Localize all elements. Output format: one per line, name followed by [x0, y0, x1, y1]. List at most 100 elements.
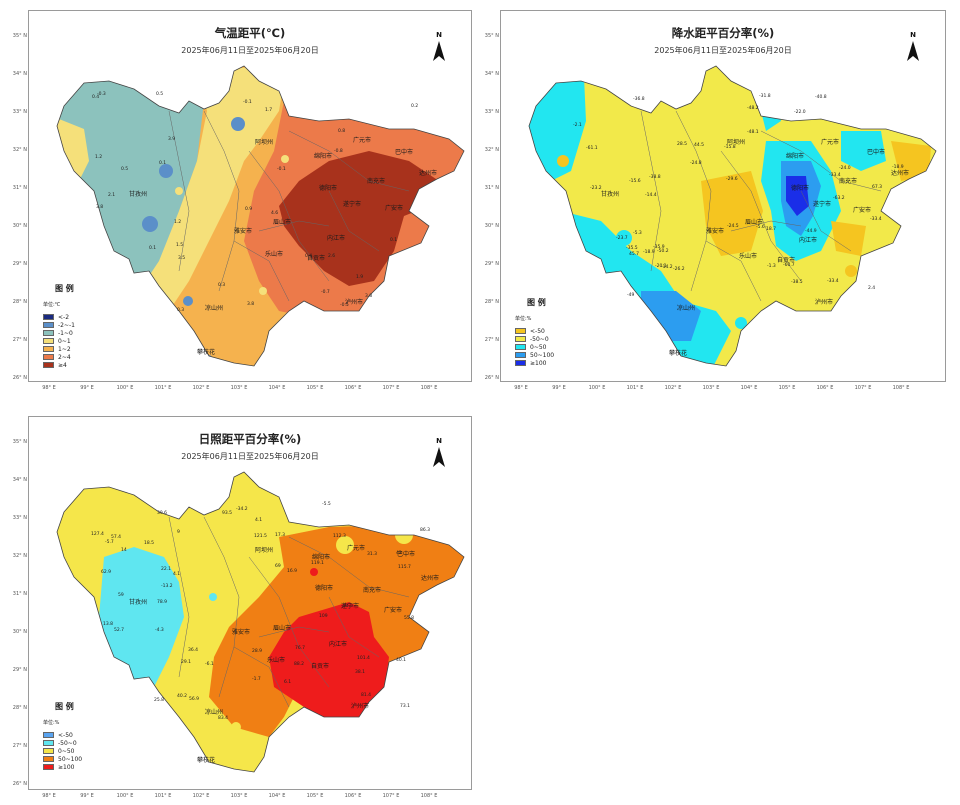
latitude-label: 31° N — [484, 185, 499, 191]
legend-label: -2~-1 — [58, 321, 75, 329]
station-value-label: -13.2 — [161, 584, 173, 589]
station-value-label: -0.7 — [321, 290, 330, 295]
latitude-label: 33° N — [484, 109, 499, 115]
station-value-label: -48.2 — [747, 106, 759, 111]
longitude-label: 108° E — [420, 793, 438, 799]
latitude-label: 28° N — [12, 705, 27, 711]
city-label-guangyuan: 广元市 — [353, 137, 372, 144]
latitude-label: 34° N — [12, 477, 27, 483]
north-arrow-icon — [433, 41, 445, 61]
station-value-label: 59 — [118, 593, 124, 598]
longitude-label: 104° E — [268, 385, 286, 391]
legend-swatch — [43, 314, 54, 320]
city-label-leshan: 乐山市 — [739, 253, 758, 260]
city-label-ganzi: 甘孜州 — [129, 599, 148, 606]
station-value-label: 0.1 — [390, 238, 398, 243]
latitude-label: 26° N — [484, 375, 499, 381]
station-value-label: -38.8 — [649, 175, 661, 180]
city-label-liangshan: 凉山州 — [205, 709, 224, 716]
longitude-label: 100° E — [116, 793, 134, 799]
longitude-label: 102° E — [192, 385, 210, 391]
legend-swatch — [515, 352, 526, 358]
longitude-label: 104° E — [268, 793, 286, 799]
station-value-label: -22.0 — [794, 110, 806, 115]
legend-entry: 0~50 — [43, 747, 82, 755]
station-value-label: 40.1 — [396, 658, 407, 663]
north-arrow-label: N — [436, 31, 442, 39]
city-label-mianyang: 绵阳市 — [786, 153, 805, 160]
temperature-legend: 图 例 单位:℃ <-2 -2~-1 -1~0 0~1 1~2 2~4 ≥4 — [43, 283, 75, 369]
legend-label: -50~0 — [530, 335, 549, 343]
station-value-label: -0.3 — [97, 92, 106, 97]
city-label-luzhou: 泸州市 — [815, 299, 834, 306]
station-value-label: 73.1 — [400, 704, 411, 709]
station-value-label: -40.8 — [815, 95, 827, 100]
latitude-label: 27° N — [12, 337, 27, 343]
legend-unit: 单位:℃ — [43, 302, 61, 308]
station-value-label: -0.1 — [243, 100, 252, 105]
station-value-label: -18.9 — [892, 165, 904, 170]
legend-swatch — [43, 362, 54, 368]
station-value-label: -60.7 — [783, 263, 795, 268]
station-value-label: 0.1 — [149, 246, 157, 251]
precipitation-map-subtitle: 2025年06月11日至2025年06月20日 — [654, 46, 792, 55]
city-label-neijiang: 内江市 — [799, 237, 818, 244]
latitude-label: 32° N — [12, 147, 27, 153]
city-label-meishan: 眉山市 — [745, 219, 764, 226]
city-label-neijiang: 内江市 — [327, 235, 346, 242]
station-value-label: -63.2 — [833, 196, 845, 201]
legend-entry: 0~1 — [43, 337, 75, 345]
station-value-label: 3.9 — [168, 137, 176, 142]
latitude-label: 26° N — [12, 375, 27, 381]
city-label-nanchong: 南充市 — [839, 178, 858, 185]
station-value-label: 78.9 — [157, 600, 168, 605]
legend-entry: 50~100 — [515, 351, 554, 359]
station-value-label: 13.8 — [103, 622, 114, 627]
city-label-suining: 遂宁市 — [341, 603, 360, 610]
sunshine-map-title: 日照距平百分率(%) — [198, 432, 302, 446]
station-value-label: 6.1 — [284, 680, 292, 685]
station-value-label: -24.0 — [839, 166, 851, 171]
station-value-label: 36.4 — [188, 648, 199, 653]
legend-unit: 单位:% — [515, 316, 532, 322]
station-value-label: 84.5 — [343, 604, 354, 609]
legend-label: ≥100 — [58, 763, 75, 771]
station-value-label: 3.8 — [365, 294, 373, 299]
station-value-label: 0.8 — [338, 129, 346, 134]
north-arrow: N — [432, 31, 446, 63]
station-value-label: 3.8 — [247, 302, 255, 307]
legend-title: 图 例 — [55, 702, 74, 711]
station-value-label: 57.4 — [111, 535, 122, 540]
legend-entry: ≥100 — [43, 763, 82, 771]
station-value-label: 93.5 — [222, 511, 233, 516]
sunshine-anomaly-map-panel: 日照距平百分率(%) 2025年06月11日至2025年06月20日 N 图 例… — [13, 416, 472, 799]
city-label-guangyuan: 广元市 — [821, 139, 840, 146]
station-value-label: 0.5 — [156, 92, 164, 97]
city-label-mianyang: 绵阳市 — [314, 153, 333, 160]
station-value-label: -49 — [627, 293, 635, 298]
temperature-map-title: 气温距平(℃) — [214, 26, 286, 40]
legend-label: ≥4 — [58, 361, 67, 369]
station-value-label: -61.1 — [586, 146, 598, 151]
station-value-label: 0.1 — [159, 161, 167, 166]
legend-entry: 50~100 — [43, 755, 82, 763]
station-value-label: -15.8 — [724, 145, 736, 150]
station-value-label: 0.5 — [121, 167, 129, 172]
latitude-label: 29° N — [12, 261, 27, 267]
legend-swatch — [43, 354, 54, 360]
longitude-label: 105° E — [778, 385, 796, 391]
station-value-label: -2.1 — [573, 123, 582, 128]
longitude-label: 105° E — [306, 385, 324, 391]
station-value-label: 25.8 — [154, 698, 165, 703]
station-value-label: -24.5 — [727, 224, 739, 229]
longitude-label: 99° E — [80, 793, 94, 799]
latitude-label: 31° N — [12, 185, 27, 191]
legend-swatch — [515, 360, 526, 366]
station-value-label: 0.3 — [218, 283, 226, 288]
station-value-label: 40.2 — [177, 694, 188, 699]
station-value-label: -1.7 — [252, 677, 261, 682]
temperature-anomaly-map — [56, 65, 465, 367]
city-label-yaan: 雅安市 — [232, 629, 251, 636]
station-value-label: 28.9 — [252, 649, 263, 654]
longitude-label: 104° E — [740, 385, 758, 391]
